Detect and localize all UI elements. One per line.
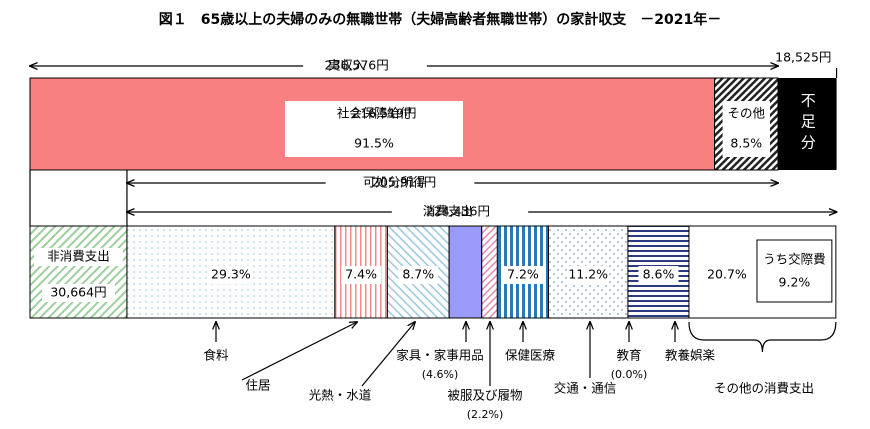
share-label: 8.6%	[643, 267, 675, 282]
category-label: 教養娯楽	[665, 348, 716, 363]
share-label: 8.7%	[402, 267, 434, 282]
non-consumption-label: 非消費支出	[47, 249, 110, 264]
category-label: 家具・家事用品	[396, 348, 484, 363]
share-label: 11.2%	[568, 267, 608, 282]
label-box	[285, 101, 463, 157]
sub-share: 9.2%	[779, 275, 811, 290]
consumption-label: 消費支出	[423, 204, 473, 219]
income-label: 実収入	[328, 58, 366, 73]
category-label: その他の消費支出	[714, 381, 814, 396]
category-label: 保健医療	[505, 348, 556, 363]
category-label: 被服及び履物	[447, 388, 522, 403]
share-label: (2.2%)	[467, 408, 504, 421]
share-label: 7.2%	[507, 267, 539, 282]
other-income-label: その他	[728, 106, 766, 121]
brace	[688, 321, 837, 353]
chart-title: 図１ 65歳以上の夫婦のみの無職世帯（夫婦高齢者無職世帯）の家計収支 －2021…	[159, 11, 721, 28]
deficit-amount: 18,525円	[775, 50, 831, 65]
social-security-label: 社会保障給付	[337, 106, 412, 121]
label-bg	[568, 266, 609, 284]
other-income-share: 8.5%	[730, 136, 762, 151]
label-bg	[638, 266, 679, 284]
leader-arrow	[361, 322, 415, 387]
disposable-income-label: 可処分所得	[363, 175, 426, 190]
label-bg	[303, 57, 427, 75]
consumption-bar	[481, 225, 498, 319]
label-bg	[391, 203, 529, 221]
deficit-bar	[778, 78, 837, 170]
category-label: 食料	[203, 348, 229, 363]
social-security-share: 91.5%	[354, 136, 394, 151]
label-bg	[398, 266, 439, 284]
label-bg	[502, 266, 543, 284]
label-bg	[706, 266, 747, 284]
category-label: 交通・通信	[554, 381, 617, 396]
deficit-label: 不足分	[799, 93, 817, 156]
leader-arrow	[241, 322, 357, 381]
label-bg	[34, 248, 123, 266]
share-label: 20.7%	[707, 267, 747, 282]
share-label: (4.6%)	[422, 368, 459, 381]
label-bg	[341, 266, 382, 284]
label-bg	[210, 266, 251, 284]
share-label: (0.0%)	[611, 368, 648, 381]
label-box	[722, 101, 770, 157]
label-bg	[42, 284, 115, 302]
category-label: 教育	[616, 348, 641, 363]
sub-box	[756, 239, 833, 303]
consumption-bar	[448, 225, 483, 319]
non-consumption-bar	[29, 225, 128, 319]
income-amount: 236,576円	[325, 58, 389, 73]
social-security-amount: 216,519円	[352, 106, 416, 121]
consumption-amount: 224,436円	[426, 204, 490, 219]
non-consumption-amount: 30,664円	[50, 285, 106, 300]
category-label: 住居	[245, 378, 270, 393]
label-bg	[325, 174, 475, 192]
share-label: 29.3%	[211, 267, 251, 282]
sub-label: うち交際費	[763, 252, 826, 267]
disposable-income-amount: 205,911円	[372, 175, 436, 190]
share-label: 7.4%	[345, 267, 377, 282]
category-label: 光熱・水道	[309, 388, 372, 403]
